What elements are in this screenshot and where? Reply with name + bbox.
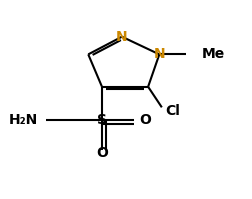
Text: Cl: Cl	[165, 104, 180, 118]
Text: O: O	[139, 113, 151, 127]
Text: S: S	[97, 113, 107, 127]
Text: Me: Me	[201, 47, 224, 61]
Text: N: N	[153, 47, 165, 61]
Text: N: N	[116, 30, 127, 44]
Text: H₂N: H₂N	[9, 113, 38, 127]
Text: O: O	[96, 146, 108, 160]
